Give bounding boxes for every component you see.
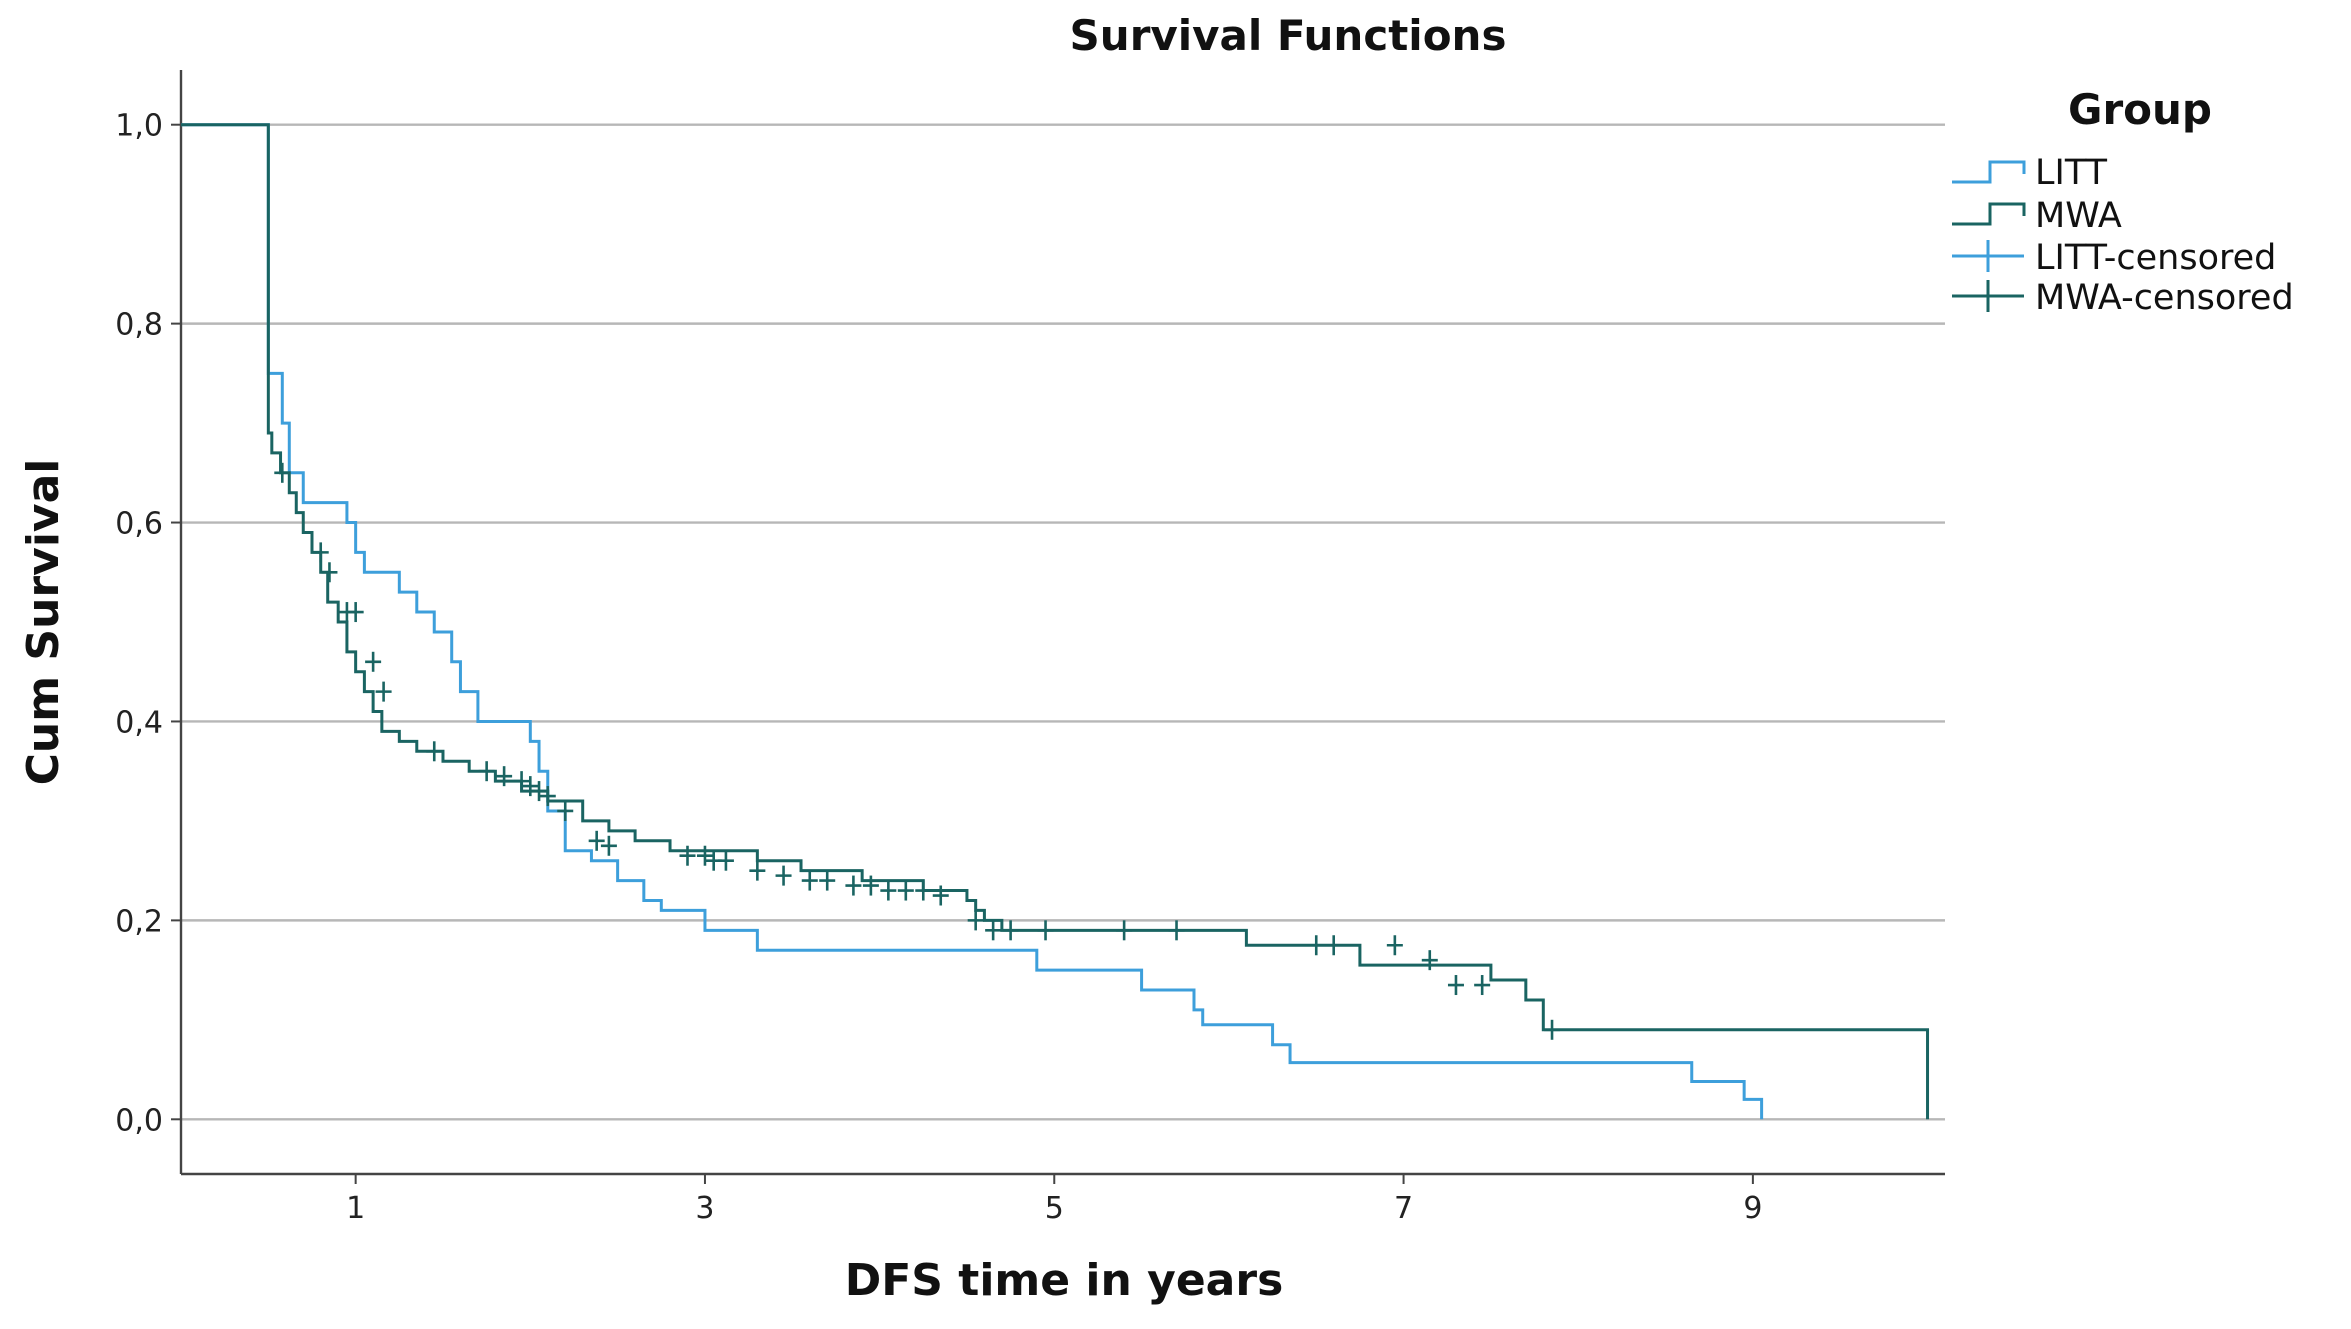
y-tick-label-5: 1,0 bbox=[115, 109, 163, 144]
legend: Group LITT MWA LITT-censored MWA-censore… bbox=[1952, 85, 2294, 318]
x-tick-label-3: 7 bbox=[1394, 1191, 1413, 1226]
series-mwa bbox=[181, 123, 1930, 1120]
y-tick-label-4: 0,8 bbox=[115, 308, 163, 343]
x-tick-label-0: 1 bbox=[346, 1191, 365, 1226]
y-tick-label-3: 0,6 bbox=[115, 507, 163, 542]
y-axis-label: Cum Survival bbox=[18, 459, 69, 786]
legend-line-mwa-swatch bbox=[1952, 202, 2026, 226]
legend-title: Group bbox=[2068, 85, 2212, 134]
legend-entry-litt: LITT bbox=[1952, 153, 2108, 193]
x-tick-label-1: 3 bbox=[695, 1191, 714, 1226]
legend-entry-mwa-censored: MWA-censored bbox=[1952, 278, 2294, 318]
legend-label-litt-censored: LITT-censored bbox=[2035, 238, 2276, 278]
x-axis-ticks: 1 3 5 7 9 bbox=[346, 1174, 1762, 1226]
legend-line-litt-swatch bbox=[1952, 160, 2026, 184]
y-axis-ticks: 0,0 0,2 0,4 0,6 0,8 1,0 bbox=[115, 109, 181, 1138]
x-tick-label-2: 5 bbox=[1045, 1191, 1064, 1226]
x-tick-label-4: 9 bbox=[1743, 1191, 1762, 1226]
legend-label-litt: LITT bbox=[2035, 153, 2108, 193]
x-axis-label: DFS time in years bbox=[845, 1255, 1284, 1306]
y-tick-label-1: 0,2 bbox=[115, 904, 163, 939]
legend-label-mwa: MWA bbox=[2035, 196, 2122, 236]
legend-label-mwa-censored: MWA-censored bbox=[2035, 278, 2294, 318]
series-layer bbox=[181, 123, 1930, 1120]
legend-entry-litt-censored: LITT-censored bbox=[1952, 238, 2276, 278]
grid-lines bbox=[181, 123, 1945, 1121]
legend-entry-mwa: MWA bbox=[1952, 196, 2122, 236]
y-tick-label-2: 0,4 bbox=[115, 705, 163, 740]
chart-title: Survival Functions bbox=[1070, 11, 1507, 60]
y-tick-label-0: 0,0 bbox=[115, 1103, 163, 1138]
